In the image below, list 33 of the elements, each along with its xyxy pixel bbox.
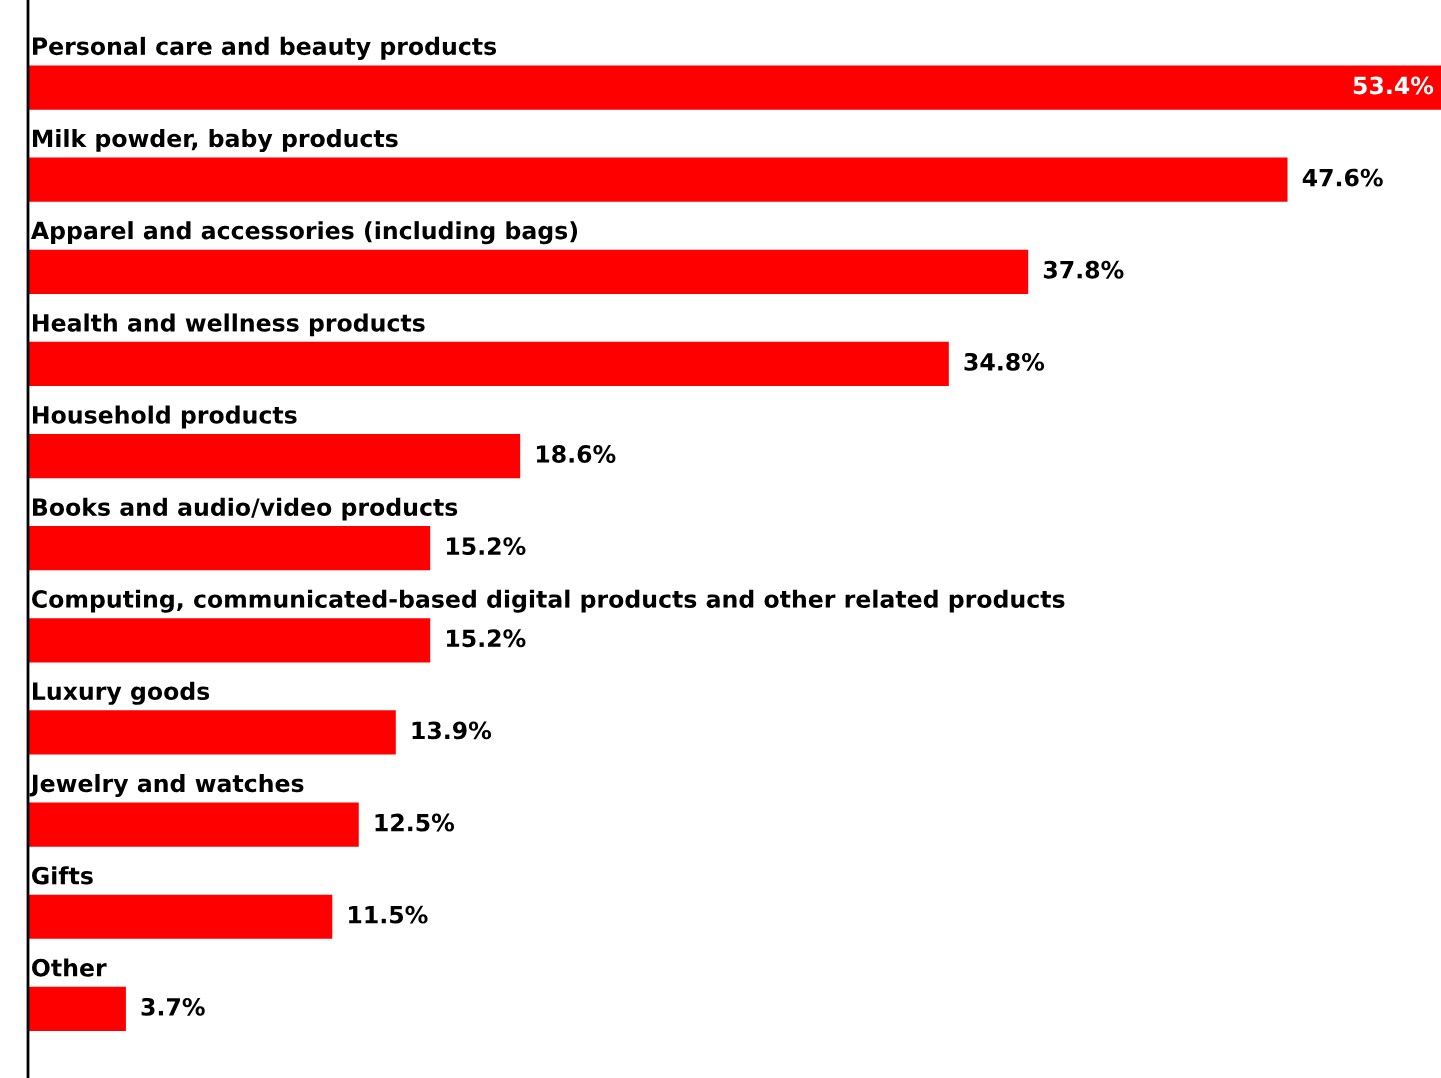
bar [28, 157, 1288, 202]
data-label: 37.8% [1043, 260, 1124, 279]
data-label: 15.2% [447, 537, 526, 556]
y-tick-label: Other [32, 958, 107, 977]
bar [28, 433, 521, 479]
bar [28, 986, 126, 1032]
y-tick-label: Household products [33, 405, 297, 429]
y-tick-label: Jewelry and watches [29, 773, 304, 797]
data-label: 13.9% [412, 721, 492, 740]
y-tick-label: Apparel and accessories (including bags) [30, 221, 578, 245]
bar [28, 710, 396, 755]
data-label: 12.5% [375, 813, 455, 832]
bar [28, 249, 1029, 294]
y-tick-label: Gifts [32, 866, 93, 885]
bar [28, 341, 949, 387]
data-label: 15.2% [447, 629, 526, 648]
bar [28, 894, 333, 939]
bar [28, 526, 431, 571]
y-tick-label: Health and wellness products [33, 313, 425, 337]
y-tick-label: Personal care and beauty products [33, 36, 497, 60]
y-tick-label: Computing, communicated-based digital products and other related products [32, 589, 1065, 613]
data-label: 18.6% [536, 445, 616, 463]
bar [28, 618, 431, 663]
bar [28, 65, 1441, 110]
data-label: 47.6% [1302, 168, 1383, 187]
data-label: 34.8% [964, 352, 1045, 371]
y-tick-label: Luxury goods [33, 681, 210, 705]
data-label: 11.5% [349, 905, 428, 924]
y-tick-label: Books and audio/video products [33, 497, 458, 521]
y-tick-label: Milk powder, baby products [33, 128, 398, 153]
data-label: 3.7% [141, 997, 205, 1016]
data-label: 53.4% [1353, 76, 1434, 95]
bar [28, 802, 359, 847]
